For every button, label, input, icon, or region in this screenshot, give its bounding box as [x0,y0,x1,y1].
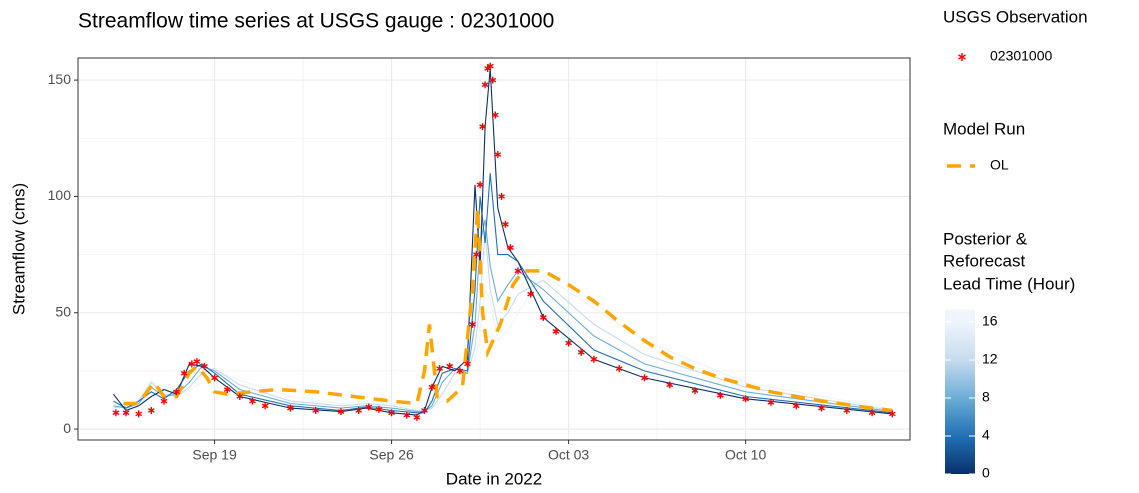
observation-point [236,393,244,400]
panel-border [77,57,911,441]
y-axis-title: Streamflow (cms) [9,183,28,315]
observation-point [446,362,454,370]
observation-point [716,391,724,399]
observation-point [481,81,489,89]
legend-symbol [958,53,966,61]
observation-point [180,369,188,377]
x-tick-label: Sep 26 [369,447,414,463]
observation-point [193,358,201,366]
y-tick-label: 50 [55,303,71,319]
legend-label: OL [990,157,1009,173]
y-tick-label: 100 [48,187,72,203]
observation-point [491,111,499,119]
observation-point [436,365,444,373]
observation-point [507,244,514,252]
x-tick-label: Oct 03 [548,447,589,463]
observation-point [767,398,775,406]
observation-point [818,404,825,412]
observation-point [375,405,383,413]
lead-time-line [113,173,893,414]
observation-point [494,151,502,158]
observation-point [160,397,168,405]
model-run-line [123,207,893,413]
observation-point [615,365,623,373]
observation-point [403,411,411,419]
observation-point [552,327,560,335]
observation-point [211,374,218,382]
observation-point [223,386,231,393]
observation-point [337,408,345,416]
observation-point [147,407,155,414]
observation-point [691,387,699,395]
colorbar-tick-label: 8 [982,389,990,405]
observation-point [486,62,494,70]
observation-point [388,409,395,417]
colorbar-tick-label: 4 [982,427,990,443]
observation-point [413,413,421,421]
observation-point [456,367,464,375]
x-axis-title: Date in 2022 [446,469,542,488]
colorbar-title: Lead Time (Hour) [943,274,1075,293]
observation-point [489,76,497,84]
observation-point [476,181,484,189]
legend-title: Model Run [943,119,1025,138]
observation-point [742,395,750,403]
observation-point [365,403,373,411]
observation-point [135,410,143,418]
x-tick-label: Sep 19 [192,447,237,463]
chart-title: Streamflow time series at USGS gauge : 0… [78,10,554,33]
observation-point [312,407,320,414]
observation-point [527,290,535,298]
observation-point [479,123,487,131]
colorbar-tick-label: 0 [982,465,990,481]
x-tick-label: Oct 10 [725,447,766,463]
observation-point [261,402,269,410]
y-tick-label: 150 [48,71,72,87]
observation-point [112,409,120,417]
observation-point [287,404,294,412]
observation-point [501,220,509,228]
colorbar-title: Reforecast [943,251,1025,270]
observation-point [122,409,130,417]
colorbar-title: Posterior & [943,229,1028,248]
observation-point [590,355,598,363]
observation-point [428,383,436,391]
observation-point [249,397,256,405]
observation-point [539,313,547,321]
observation-point [666,381,674,389]
observation-point [464,360,471,368]
y-tick-label: 0 [63,420,71,436]
legend-label: 02301000 [990,48,1053,64]
observation-point [201,362,208,370]
observation-point [469,320,476,328]
observation-point [792,402,800,410]
plot-area [112,62,896,421]
observation-point [173,388,181,396]
observation-point [421,407,428,414]
colorbar-tick-label: 16 [982,313,998,329]
observation-point [498,192,505,200]
observation-point [868,409,876,417]
observation-point [641,374,648,382]
observation-point [888,410,896,418]
observation-point [472,251,480,259]
observation-point [843,407,851,414]
observation-point [355,407,363,414]
colorbar-tick-label: 12 [982,351,998,367]
observation-point [514,267,522,275]
legend-title: USGS Observation [943,7,1088,26]
observation-point [577,348,585,356]
colorbar [945,309,975,474]
observation-point [565,339,572,347]
